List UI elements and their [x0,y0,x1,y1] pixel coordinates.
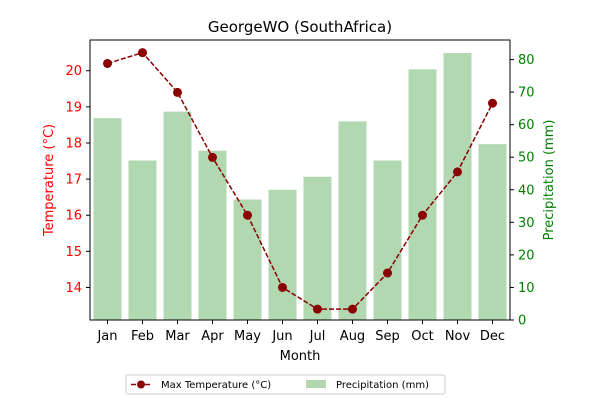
legend-marker-swatch [137,380,145,389]
y-left-tick-label: 18 [65,136,82,151]
y-left-tick-label: 14 [65,281,82,296]
x-axis: Jan Feb Mar Apr May Jun Jul Aug Sep Oct Nov Dec [96,320,505,344]
temp-point-jun [278,282,287,292]
temp-point-jul [313,304,322,314]
x-tick-label: Feb [131,329,154,344]
legend-box [125,374,446,395]
bar-sep [373,160,402,320]
bar-oct [408,69,437,320]
y-right-tick-label: 60 [518,118,535,133]
y-left-tick-label: 16 [65,209,82,224]
temperature-line [103,48,497,314]
temp-point-apr [208,152,217,162]
x-tick-label: Jan [96,329,117,344]
temp-point-nov [453,167,462,177]
temp-point-aug [348,304,357,314]
x-tick-label: Jun [271,329,292,344]
legend-label-temperature: Max Temperature (°C) [161,380,271,391]
x-tick-label: Apr [201,329,224,344]
y-axis-left-label: Temperature (°C) [42,124,57,237]
legend-bar-swatch [306,380,326,388]
x-tick-label: Mar [165,329,190,344]
bar-jun [268,189,297,320]
temp-point-sep [383,268,392,278]
bar-jul [303,176,332,320]
y-right-tick-label: 0 [518,314,526,329]
y-left-tick-label: 15 [65,245,82,260]
y-right-tick-label: 40 [518,183,535,198]
x-tick-label: May [234,329,261,344]
bar-nov [443,53,472,320]
y-right-tick-label: 20 [518,248,535,263]
bar-apr [198,150,227,320]
y-right-tick-label: 30 [518,216,535,231]
plot-frame [89,39,511,321]
temp-point-dec [488,98,497,108]
temp-point-may [243,210,252,220]
x-axis-label: Month [280,349,321,364]
temp-point-feb [138,48,147,58]
bar-jan [93,118,122,321]
temp-point-oct [418,210,427,220]
x-tick-label: Aug [340,329,365,344]
x-tick-label: Dec [480,329,505,344]
x-tick-label: Oct [411,329,433,344]
y-axis-right-label: Precipitation (mm) [542,120,557,241]
x-tick-label: Jul [309,329,326,344]
bar-dec [478,144,507,320]
y-axis-left: 14 15 16 17 18 19 20 [65,64,90,296]
legend: Max Temperature (°C) Precipitation (mm) [125,374,446,395]
temp-point-mar [173,87,182,97]
y-right-tick-label: 10 [518,281,535,296]
temp-point-jan [103,58,112,68]
temperature-series-line [107,51,494,310]
chart-title: GeorgeWO (SouthAfrica) [208,18,392,36]
y-right-tick-label: 80 [518,53,535,68]
bar-mar [163,111,192,321]
y-left-tick-label: 17 [65,173,82,188]
y-left-tick-label: 20 [65,64,82,79]
legend-label-precipitation: Precipitation (mm) [336,380,429,391]
y-right-tick-label: 50 [518,151,535,166]
x-tick-label: Nov [445,329,471,344]
y-left-tick-label: 19 [65,100,82,115]
y-right-tick-label: 70 [518,86,535,101]
x-tick-label: Sep [375,329,400,344]
precipitation-bars [93,53,507,321]
y-axis-right: 0 10 20 30 40 50 60 70 80 [510,53,535,329]
bar-feb [128,160,157,320]
bar-aug [338,121,367,320]
